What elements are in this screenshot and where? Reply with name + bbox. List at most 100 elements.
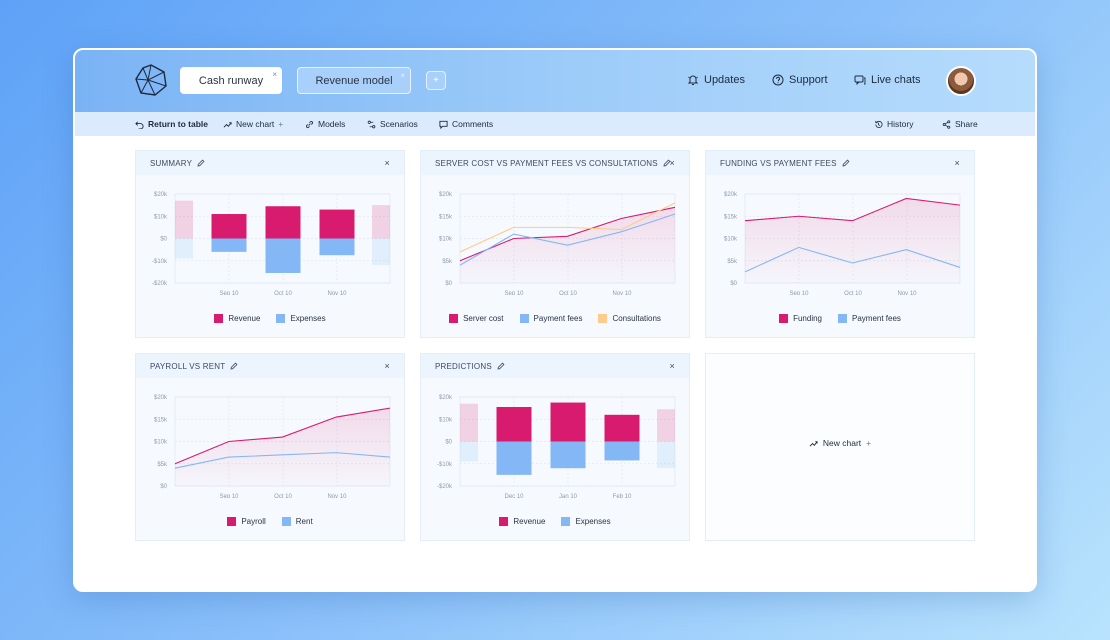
x-tick-label: Oct 10 [844, 291, 862, 295]
chart-legend: Server cost Payment fees Consultations [421, 314, 689, 323]
bar-revenue[interactable] [496, 407, 532, 442]
bar-expenses[interactable] [460, 441, 478, 462]
bar-revenue[interactable] [657, 409, 675, 442]
chart-card-funding: FUNDING VS PAYMENT FEES × $20k $15k $10k $5k $… [705, 150, 975, 338]
chart-plot: $20k $10k $0 -$10k -$20k Sep 10 Oct 10 Nov 10 [152, 192, 391, 295]
trend-icon [223, 121, 232, 128]
line-payment-fees[interactable] [744, 246, 961, 273]
legend-item-funding[interactable]: Funding [779, 314, 822, 323]
bar-revenue[interactable] [604, 414, 640, 442]
legend-item-payment-fees[interactable]: Payment fees [838, 314, 901, 323]
updates-link[interactable]: Updates [687, 74, 745, 86]
comments-button[interactable]: Comments [439, 112, 493, 136]
x-tick-label: Sep 10 [219, 291, 239, 295]
legend-item-expenses[interactable]: Expenses [276, 314, 326, 323]
line-funding[interactable] [744, 197, 961, 222]
y-tick-label: $20k [154, 192, 168, 198]
card-title: PREDICTIONS [435, 361, 492, 371]
edit-pencil-icon[interactable] [197, 159, 205, 167]
bar-expenses[interactable] [372, 238, 390, 266]
close-card-icon[interactable]: × [669, 158, 675, 168]
close-card-icon[interactable]: × [384, 361, 390, 371]
y-tick-label: $20k [439, 395, 453, 401]
legend-item-consultations[interactable]: Consultations [598, 314, 661, 323]
legend-item-revenue[interactable]: Revenue [499, 517, 545, 526]
add-tab-button[interactable]: + [426, 71, 446, 90]
line-server-cost[interactable] [459, 206, 676, 262]
new-chart-card[interactable]: New chart + [705, 353, 975, 541]
live-chats-link[interactable]: Live chats [854, 74, 921, 86]
chart-plot: $20k $15k $10k $5k $0 Sep 10 Oct 10 Nov 10 [724, 192, 961, 295]
chart-legend: Revenue Expenses [421, 517, 689, 526]
x-tick-label: Nov 10 [327, 291, 347, 295]
bar-expenses[interactable] [319, 238, 355, 256]
y-tick-label: $20k [724, 192, 738, 198]
plot-frame [459, 396, 676, 487]
y-tick-label: $5k [442, 259, 453, 265]
trend-icon [809, 440, 818, 447]
return-to-table-button[interactable]: Return to table [135, 112, 208, 136]
bar-expenses[interactable] [175, 238, 193, 259]
legend-label: Revenue [513, 517, 546, 526]
y-tick-label: $20k [439, 192, 453, 198]
legend-label: Payment fees [533, 314, 583, 323]
close-card-icon[interactable]: × [669, 361, 675, 371]
line-payroll[interactable] [174, 407, 391, 465]
legend-label: Expenses [290, 314, 326, 323]
x-tick-label: Nov 10 [897, 291, 917, 295]
tab-revenue-model[interactable]: Revenue model × [297, 67, 411, 94]
close-icon[interactable]: × [272, 70, 277, 79]
history-button[interactable]: History [874, 112, 913, 136]
app-window: Cash runway × Revenue model × + Updates … [73, 48, 1037, 592]
bar-revenue[interactable] [265, 206, 301, 239]
line-rent[interactable] [174, 452, 391, 469]
new-chart-button[interactable]: New chart + [223, 112, 283, 136]
tab-cash-runway[interactable]: Cash runway × [180, 67, 282, 94]
bar-revenue[interactable] [372, 205, 390, 239]
close-card-icon[interactable]: × [954, 158, 960, 168]
y-tick-label: $0 [445, 281, 452, 287]
bar-expenses[interactable] [657, 441, 675, 469]
legend-item-rent[interactable]: Rent [281, 517, 313, 526]
y-tick-label: $20k [154, 395, 168, 401]
bar-revenue[interactable] [460, 403, 478, 442]
share-button[interactable]: Share [942, 112, 978, 136]
card-header: SUMMARY × [136, 151, 404, 175]
close-icon[interactable]: × [400, 71, 405, 80]
bar-expenses[interactable] [496, 441, 532, 475]
bar-expenses[interactable] [604, 441, 640, 461]
edit-pencil-icon[interactable] [497, 362, 505, 370]
bar-revenue[interactable] [319, 209, 355, 239]
chart-plot: $20k $10k $0 -$10k -$20k Dec 10 Jan 10 Feb 10 [437, 395, 676, 498]
y-tick-label: $10k [439, 417, 453, 423]
edit-pencil-icon[interactable] [230, 362, 238, 370]
edit-pencil-icon[interactable] [663, 159, 671, 167]
legend-item-revenue[interactable]: Revenue [214, 314, 260, 323]
legend-item-expenses[interactable]: Expenses [561, 517, 611, 526]
y-tick-label: $15k [724, 214, 738, 220]
edit-pencil-icon[interactable] [842, 159, 850, 167]
y-tick-label: $0 [160, 237, 167, 243]
bar-expenses[interactable] [265, 238, 301, 273]
legend-item-server-cost[interactable]: Server cost [449, 314, 504, 323]
models-button[interactable]: Models [305, 112, 345, 136]
close-card-icon[interactable]: × [384, 158, 390, 168]
bar-revenue[interactable] [211, 214, 247, 239]
y-tick-label: $10k [439, 237, 453, 243]
bar-revenue[interactable] [175, 200, 193, 239]
chart-card-payroll: PAYROLL VS RENT × $20k $15k $10k $5k $0 Sep 10 O… [135, 353, 405, 541]
legend-item-payroll[interactable]: Payroll [227, 517, 266, 526]
bar-revenue[interactable] [550, 402, 586, 442]
x-tick-label: Nov 10 [327, 494, 347, 498]
bar-expenses[interactable] [211, 238, 247, 252]
line-consultations[interactable] [459, 202, 676, 253]
support-link[interactable]: Support [772, 74, 828, 86]
scenarios-button[interactable]: Scenarios [367, 112, 418, 136]
new-chart-placeholder-button[interactable]: New chart + [706, 438, 974, 448]
legend-item-payment-fees[interactable]: Payment fees [519, 314, 583, 323]
legend-swatch [598, 314, 608, 323]
avatar[interactable] [946, 66, 976, 96]
bar-expenses[interactable] [550, 441, 586, 469]
tab-label: Revenue model [315, 74, 393, 87]
line-payment-fees[interactable] [459, 213, 676, 266]
